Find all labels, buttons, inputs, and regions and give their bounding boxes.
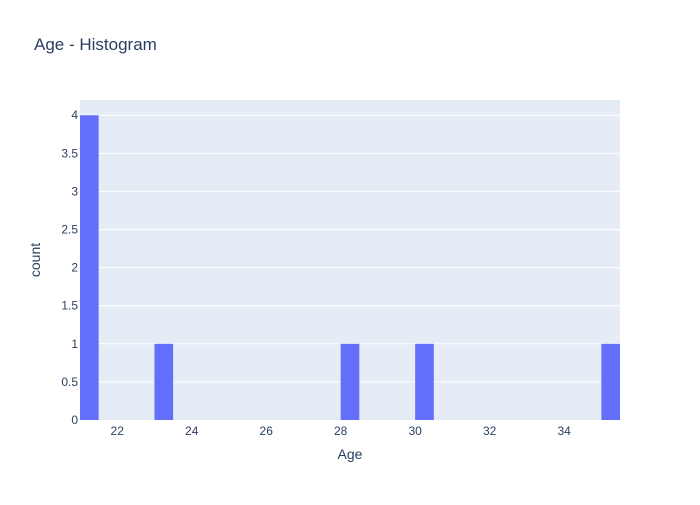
histogram-bar (340, 343, 360, 420)
x-axis-ticks: 22 24 26 28 30 32 34 (111, 424, 572, 438)
x-tick-label: 24 (185, 424, 199, 438)
x-tick-label: 26 (260, 424, 274, 438)
y-tick-label: 0.5 (61, 375, 78, 389)
chart-title: Age - Histogram (34, 35, 157, 54)
bars (80, 115, 620, 420)
x-tick-label: 32 (483, 424, 497, 438)
histogram-bar (80, 115, 99, 420)
x-tick-label: 30 (408, 424, 422, 438)
y-tick-label: 1.5 (61, 299, 78, 313)
histogram-bar (601, 343, 620, 420)
histogram-bar (154, 343, 174, 420)
y-tick-label: 2.5 (61, 223, 78, 237)
y-tick-label: 4 (71, 108, 78, 122)
y-tick-label: 1 (71, 337, 78, 351)
x-tick-label: 28 (334, 424, 348, 438)
x-axis-title: Age (338, 446, 363, 462)
y-axis-title: count (27, 243, 43, 277)
y-axis-ticks: 0 0.5 1 1.5 2 2.5 3 3.5 4 (61, 108, 78, 427)
y-tick-label: 3 (71, 184, 78, 198)
y-tick-label: 0 (71, 413, 78, 427)
y-tick-label: 3.5 (61, 146, 78, 160)
x-tick-label: 22 (111, 424, 125, 438)
y-tick-label: 2 (71, 261, 78, 275)
histogram-bar (415, 343, 434, 420)
x-tick-label: 34 (557, 424, 571, 438)
